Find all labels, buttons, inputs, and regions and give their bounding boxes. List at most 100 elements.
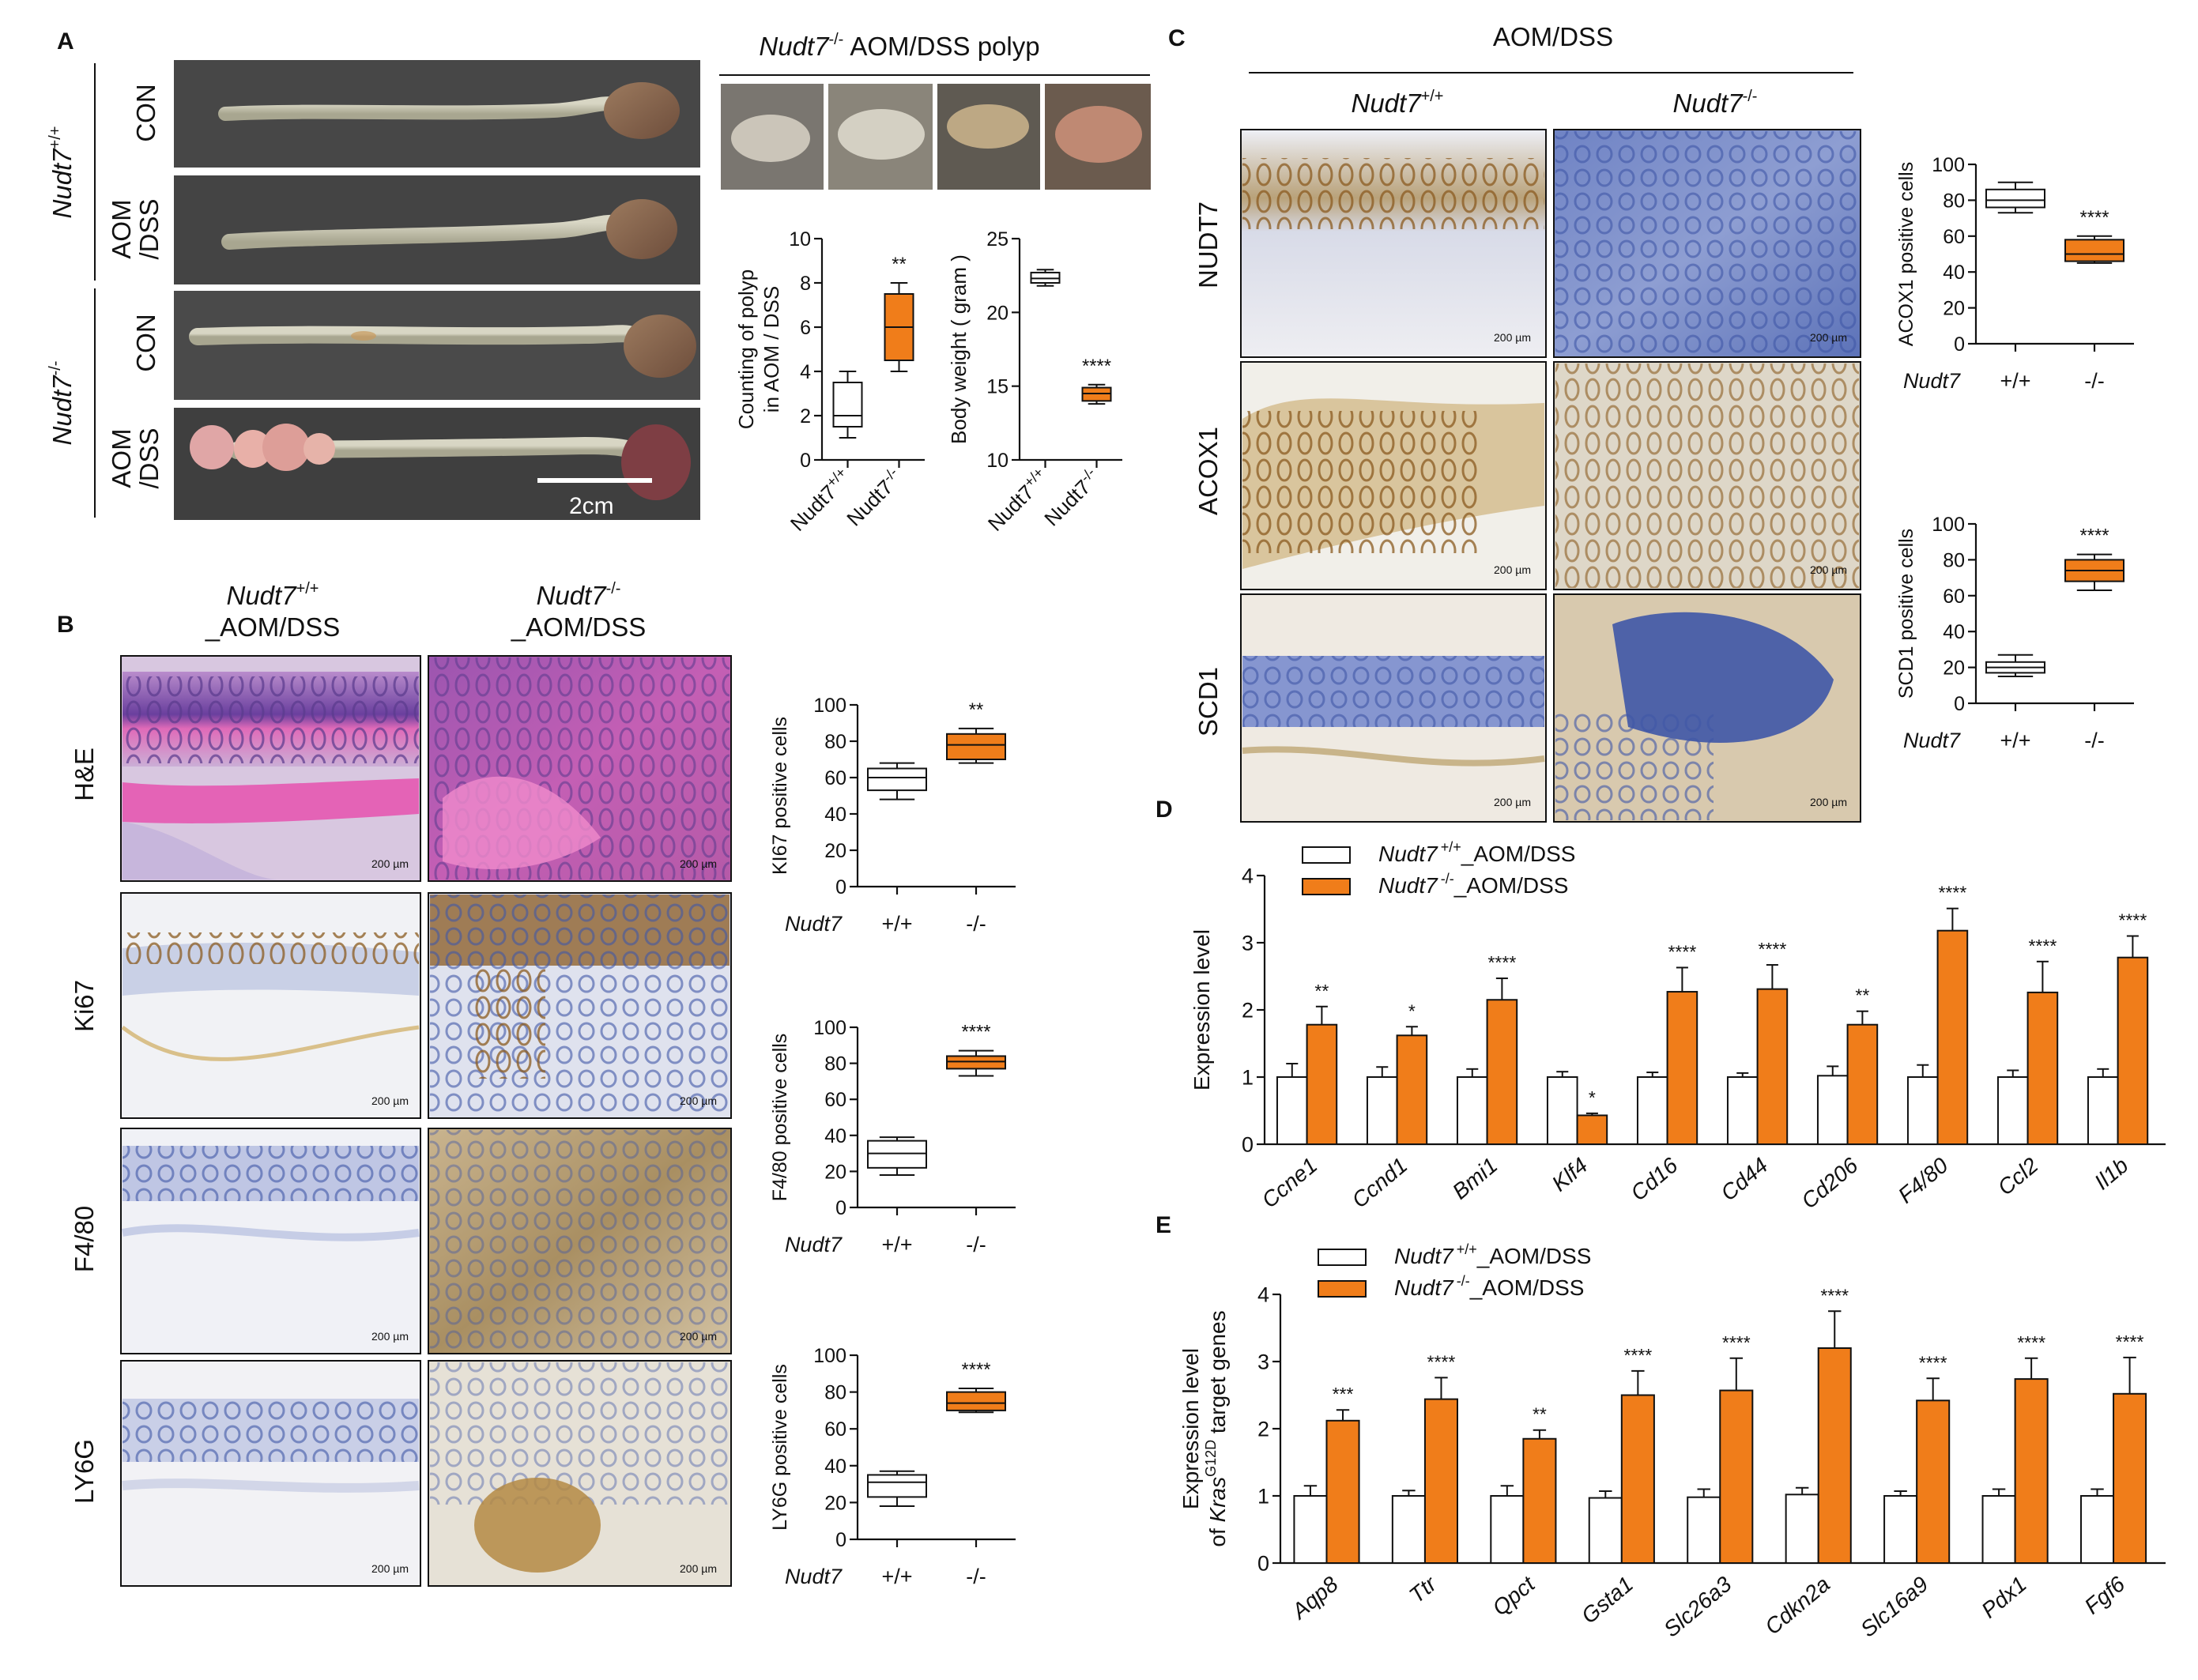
expr_d-legend-label-ko: Nudt7 -/-_AOM/DSS [1378, 871, 1568, 898]
expr_d-significance: ** [1314, 981, 1329, 1001]
legend-suffix: _AOM/DSS [1453, 873, 1569, 898]
chart-polyp-count: 0 2 4 6 8 10 ** Counting of polyp in AOM / DSS Nu… [734, 228, 925, 536]
f480-y-tick-label: 60 [824, 1089, 846, 1111]
chart-ki67: 0 20 40 60 80 100 ** KI67 positive cells Nudt7 +/… [769, 695, 1016, 936]
expr_e-significance: ** [1533, 1404, 1547, 1425]
scd1-y-tick-label: 100 [1932, 514, 1965, 536]
expr_e-category-label: Slc16a9 [1856, 1572, 1932, 1642]
panel-b-letter: B [57, 612, 74, 638]
expr_e-bar-wt [1687, 1496, 1721, 1564]
scale-bar-label: 200 µm [1810, 563, 1847, 576]
ly6g-y-tick-label: 100 [813, 1345, 846, 1367]
histology-nudt7-wt: 200 µm [1240, 129, 1547, 358]
expr_d-significance: **** [1487, 952, 1516, 973]
y-label-prefix: of [1205, 1522, 1230, 1546]
histology-ly6g-wt: 200 µm [120, 1360, 421, 1587]
ly6g-x-label-wt: +/+ [881, 1565, 912, 1588]
polyp_count-y-tick-label: 10 [789, 228, 811, 250]
ly6g-box-ko [946, 1391, 1006, 1411]
histology-f480-ko: 200 µm [428, 1128, 732, 1354]
chart-expression-d: 0 1 2 3 4 ** Ccne1 * Ccnd1 **** Bmi1 * Klf4 **** Cd16 *… [1189, 839, 2166, 1214]
expr_d-significance: **** [1938, 883, 1966, 903]
legend-genotype: +/+ [1457, 1241, 1477, 1257]
b-row-ki67: Ki67 [70, 980, 99, 1032]
expr_d-bar-ko [1666, 991, 1698, 1146]
acox1-y-tick-label: 100 [1932, 154, 1965, 176]
a-row-aom-wt: AOM [107, 199, 136, 258]
f480-y-tick-label: 100 [813, 1017, 846, 1039]
acox1-box-ko [2064, 239, 2124, 262]
acox1-y-tick-label: 20 [1943, 298, 1965, 320]
scale-bar-label: 200 µm [1494, 331, 1531, 344]
ly6g-y-tick-label: 80 [824, 1382, 846, 1404]
expr_e-bar-ko [1817, 1347, 1852, 1564]
scd1-x-label-wt: +/+ [2000, 729, 2030, 752]
histology-acox1-wt: 200 µm [1240, 361, 1547, 590]
c-row-nudt7: NUDT7 [1193, 202, 1223, 288]
a-row-con-ko: CON [131, 314, 160, 371]
ki67-y-tick-label: 60 [824, 767, 846, 789]
polyp_count-x-label-wt: Nudt7+/+ [784, 465, 855, 536]
scale-bar-label: 200 µm [371, 1330, 409, 1343]
b-col-wt-title: Nudt7+/+ [227, 580, 319, 610]
a-ko-genotype-label: Nudt7-/- [47, 361, 77, 446]
body_weight-y-tick-label: 15 [986, 376, 1009, 398]
expr_e-bar-ko [1522, 1437, 1557, 1564]
y-label-gene: Kras [1205, 1477, 1230, 1523]
colon-photo-wt-aom [174, 175, 700, 284]
legend-suffix: _AOM/DSS [1476, 1244, 1592, 1268]
expr_e-category-label: Cdkn2a [1760, 1572, 1834, 1640]
legend-genotype: -/- [1457, 1273, 1470, 1289]
expr_e-legend-label-ko: Nudt7 -/-_AOM/DSS [1394, 1273, 1584, 1300]
scale-bar-label: 200 µm [1810, 331, 1847, 344]
polyp-strip-title: Nudt7-/- AOM/DSS polyp [759, 31, 1039, 61]
acox1-y-tick-label: 40 [1943, 262, 1965, 284]
b-row-he: H&E [70, 748, 99, 801]
expr_d-legend-label-wt: Nudt7 +/+_AOM/DSS [1378, 839, 1575, 866]
expr_d-category-label: Ccnd1 [1348, 1153, 1412, 1213]
expr_d-y-label: Expression level [1189, 929, 1214, 1090]
ki67-x-label-wt: +/+ [881, 912, 912, 936]
polyp_count-y-tick-label: 4 [800, 361, 811, 383]
scd1-y-tick-label: 80 [1943, 549, 1965, 571]
polyp_count-y-tick-label: 0 [800, 450, 811, 472]
expr_d-bar-wt [1726, 1076, 1759, 1145]
f480-x-label-wt: +/+ [881, 1233, 912, 1256]
expr_e-bar-ko [1916, 1399, 1951, 1565]
expr_e-bar-wt [1883, 1495, 1918, 1564]
c-header-aom-dss: AOM/DSS [1493, 22, 1613, 51]
polyp_count-y-label-2: in AOM / DSS [760, 286, 783, 412]
histology-he-ko: 200 µm [428, 655, 732, 882]
scd1-y-tick-label: 60 [1943, 586, 1965, 608]
expr_e-bar-wt [1588, 1497, 1623, 1565]
expr_d-category-label: Cd16 [1626, 1153, 1683, 1206]
expr_d-significance: **** [2028, 936, 2057, 956]
expr_d-y-tick-label: 1 [1242, 1066, 1254, 1090]
expr_d-category-label: Ccne1 [1257, 1153, 1322, 1213]
chart-f480: 0 20 40 60 80 100 **** F4/80 positive cells Nudt… [769, 1017, 1016, 1256]
chart-expression-e: 0 1 2 3 4 *** Aqp8 **** Ttr ** Qpct **** Gsta1 **** Sl… [1178, 1241, 2166, 1642]
expr_e-y-label-2: of KrasG12D target genes [1203, 1310, 1230, 1546]
legend-gene: Nudt7 [1378, 873, 1438, 898]
expr_e-significance: **** [2116, 1332, 2144, 1352]
scale-bar-label: 200 µm [1810, 796, 1847, 808]
expr_e-bar-ko [2014, 1378, 2049, 1564]
polyp-photo-strip [721, 84, 1151, 190]
c-row-scd1: SCD1 [1193, 667, 1223, 736]
acox1-significance: **** [2080, 207, 2109, 228]
expr_e-bar-wt [1981, 1495, 2016, 1564]
ki67-y-tick-label: 100 [813, 695, 846, 717]
expr_e-significance: **** [1623, 1345, 1652, 1365]
body_weight-y-tick-label: 20 [986, 302, 1009, 324]
b-col-wt-subtitle: _AOM/DSS [205, 612, 341, 642]
ki67-significance: ** [969, 699, 984, 721]
scale-bar-label: 200 µm [1494, 563, 1531, 576]
expr_e-significance: **** [1427, 1351, 1456, 1372]
expr_e-bar-ko [1719, 1389, 1754, 1565]
ly6g-box-wt [867, 1474, 927, 1498]
histology-scd1-wt: 200 µm [1240, 593, 1547, 823]
expr_d-bar-ko [1846, 1023, 1879, 1145]
polyp_count-y-tick-label: 2 [800, 405, 811, 428]
legend-gene: Nudt7 [1378, 842, 1438, 866]
